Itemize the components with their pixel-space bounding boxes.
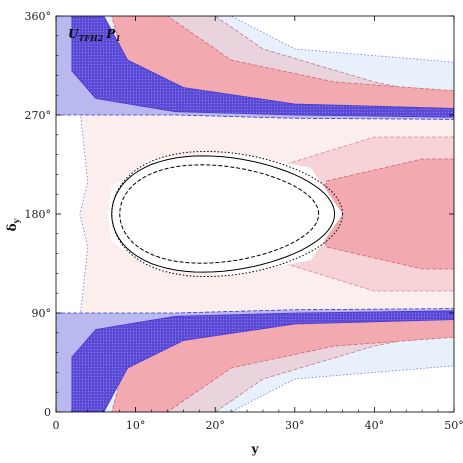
contour-dashed <box>119 164 320 264</box>
contour-lines <box>111 150 344 278</box>
center-white <box>107 152 343 276</box>
x-tick-label: 40° <box>365 419 385 432</box>
x-tick-label: 10° <box>126 419 146 432</box>
annotation-p-sub: 1 <box>115 33 121 43</box>
y-tick-label: 270° <box>25 109 52 122</box>
blue-core-top <box>71 16 454 118</box>
plot-annotation: UTFH2 P1 <box>68 27 121 43</box>
y-axis-title-sub: y <box>11 218 21 224</box>
x-tick-label: 30° <box>285 419 305 432</box>
x-tick-label: 50° <box>444 419 463 432</box>
x-tick-label: 20° <box>205 419 225 432</box>
annotation-main: U <box>68 27 80 41</box>
contour-solid <box>111 155 336 273</box>
y-tick-label: 0 <box>44 406 51 419</box>
annotation-p: P <box>105 27 116 41</box>
annotation-sub: TFH2 <box>78 33 103 43</box>
y-axis-title-main: δ <box>5 223 19 231</box>
y-tick-label: 90° <box>32 307 52 320</box>
plot-regions <box>56 16 454 412</box>
x-axis-title: y <box>251 442 260 456</box>
y-axis-title: δy <box>5 218 21 231</box>
axis-ticks: 0 10° 20° 30° 40° 50° 0 90° 180° 270° 360° <box>25 10 463 432</box>
x-tick-label: 0 <box>53 419 60 432</box>
y-tick-label: 360° <box>25 10 52 23</box>
blue-core-bottom <box>71 310 454 412</box>
y-tick-label: 180° <box>25 208 52 221</box>
